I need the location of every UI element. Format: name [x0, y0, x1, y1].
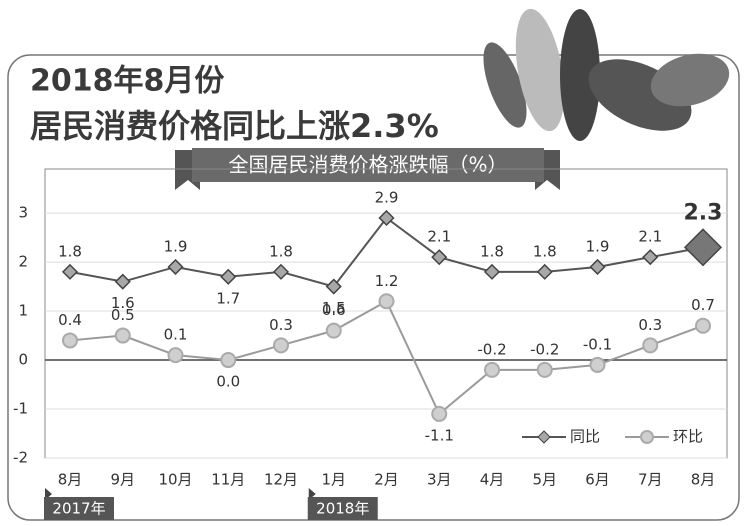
value-label: 0.7: [691, 296, 715, 314]
value-label: 1.2: [375, 272, 399, 290]
vegetable-decoration: [483, 8, 730, 141]
legend-label: 环比: [673, 428, 703, 446]
value-label: 0.5: [111, 306, 135, 324]
y-tick-label: -2: [13, 449, 28, 467]
marker: [695, 317, 711, 334]
value-label: 1.8: [58, 242, 82, 260]
legend-marker: [537, 430, 551, 444]
x-tick-label: 8月: [58, 471, 83, 489]
marker: [114, 273, 131, 290]
y-tick-label: 0: [18, 351, 28, 369]
marker: [325, 322, 342, 339]
value-label: -0.2: [477, 340, 506, 358]
x-tick-label: 7月: [638, 471, 663, 489]
value-label: 1.9: [586, 237, 610, 255]
x-tick-label: 8月: [691, 471, 716, 489]
marker: [272, 263, 290, 280]
value-label: -0.1: [583, 335, 612, 353]
value-label: 2.1: [638, 228, 662, 246]
value-label: 1.6: [111, 294, 135, 312]
marker: [220, 268, 237, 285]
marker: [325, 278, 342, 295]
subtitle: 居民消费价格同比上涨2.3%: [30, 107, 439, 145]
marker: [431, 249, 448, 266]
marker: [378, 209, 395, 227]
value-label: 2.1: [427, 228, 451, 246]
marker: [536, 361, 553, 378]
marker: [683, 228, 723, 267]
x-tick-label: 9月: [110, 471, 135, 489]
year-label: 2018年: [316, 500, 369, 518]
value-label: 0.6: [322, 301, 346, 319]
y-tick-label: 2: [18, 253, 28, 271]
year-tag: [307, 497, 378, 520]
marker: [589, 356, 606, 373]
value-label: 1.5: [322, 299, 346, 317]
marker: [589, 258, 606, 276]
value-label: 1.9: [164, 237, 188, 255]
y-tick-label: 3: [18, 204, 28, 222]
marker: [536, 263, 553, 280]
marker: [642, 249, 659, 266]
year-label: 2017年: [52, 500, 105, 518]
marker: [167, 258, 184, 276]
chart-label: 全国居民消费价格涨跌幅（%）: [228, 153, 507, 177]
marker: [431, 405, 448, 422]
x-tick-label: 10月: [158, 471, 192, 489]
x-tick-label: 4月: [480, 471, 505, 489]
x-tick-label: 12月: [264, 471, 298, 489]
value-label: 0.1: [164, 326, 188, 344]
value-label: 1.7: [216, 289, 240, 307]
value-label: 0.3: [269, 316, 293, 334]
ribbon: [192, 148, 544, 182]
value-label: 1.8: [480, 242, 504, 260]
marker: [378, 293, 395, 310]
marker: [273, 337, 289, 354]
y-tick-label: 1: [18, 302, 28, 320]
marker: [61, 263, 79, 280]
x-tick-label: 1月: [321, 471, 346, 489]
value-label: 0.0: [216, 373, 240, 391]
marker: [484, 361, 500, 378]
y-tick-label: -1: [13, 400, 28, 418]
value-label: 2.9: [375, 188, 399, 206]
year-tag: [44, 497, 114, 520]
marker: [642, 337, 659, 354]
value-label: 1.8: [533, 242, 557, 260]
marker: [167, 347, 184, 364]
value-label: 0.4: [58, 311, 82, 329]
marker: [62, 332, 78, 349]
legend-label: 同比: [570, 428, 600, 446]
marker: [220, 352, 237, 369]
value-label: 0.3: [638, 316, 662, 334]
value-label: 1.8: [269, 242, 293, 260]
value-label: -1.1: [425, 426, 454, 444]
legend-marker: [640, 430, 654, 444]
marker: [483, 263, 501, 280]
x-tick-label: 6月: [585, 471, 610, 489]
value-label: -0.2: [530, 340, 559, 358]
value-label: 2.3: [684, 200, 723, 225]
marker: [114, 327, 131, 344]
title: 2018年8月份: [30, 64, 224, 99]
x-tick-label: 11月: [211, 471, 245, 489]
x-tick-label: 3月: [427, 471, 452, 489]
x-tick-label: 2月: [374, 471, 399, 489]
x-tick-label: 5月: [532, 471, 557, 489]
